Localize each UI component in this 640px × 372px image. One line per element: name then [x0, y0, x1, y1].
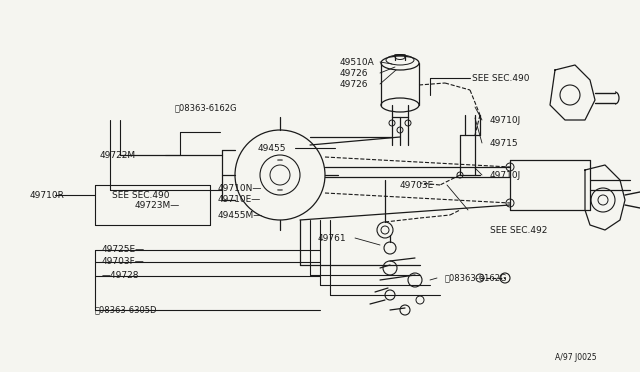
Text: 49726: 49726 [340, 68, 369, 77]
Text: 49710E—: 49710E— [218, 195, 261, 203]
Text: 49726: 49726 [340, 80, 369, 89]
Text: 49722M—: 49722M— [100, 151, 145, 160]
Text: 49703F—: 49703F— [102, 257, 145, 266]
Text: 49725E—: 49725E— [102, 246, 145, 254]
Text: —49728: —49728 [102, 272, 140, 280]
Text: SEE SEC.490: SEE SEC.490 [472, 74, 529, 83]
Text: 49761: 49761 [318, 234, 347, 243]
Text: SEE SEC.490: SEE SEC.490 [112, 190, 170, 199]
Text: 49710J: 49710J [490, 170, 521, 180]
Text: 49715: 49715 [490, 138, 518, 148]
Text: 49723M—: 49723M— [135, 201, 180, 209]
Text: Ⓢ08363-6305D: Ⓢ08363-6305D [95, 305, 157, 314]
Text: 49703E: 49703E [400, 180, 435, 189]
Text: 49455M—: 49455M— [218, 211, 263, 219]
Text: 49710J: 49710J [490, 115, 521, 125]
Text: 49710R: 49710R [30, 190, 65, 199]
Text: 49455: 49455 [258, 144, 287, 153]
Text: SEE SEC.492: SEE SEC.492 [490, 225, 547, 234]
Text: 49510A: 49510A [340, 58, 375, 67]
Text: Ⓢ08363-6162G: Ⓢ08363-6162G [175, 103, 237, 112]
Text: 49710N—: 49710N— [218, 183, 262, 192]
Text: A/97 J0025: A/97 J0025 [555, 353, 596, 362]
Text: Ⓢ08363-6162G: Ⓢ08363-6162G [445, 273, 508, 282]
